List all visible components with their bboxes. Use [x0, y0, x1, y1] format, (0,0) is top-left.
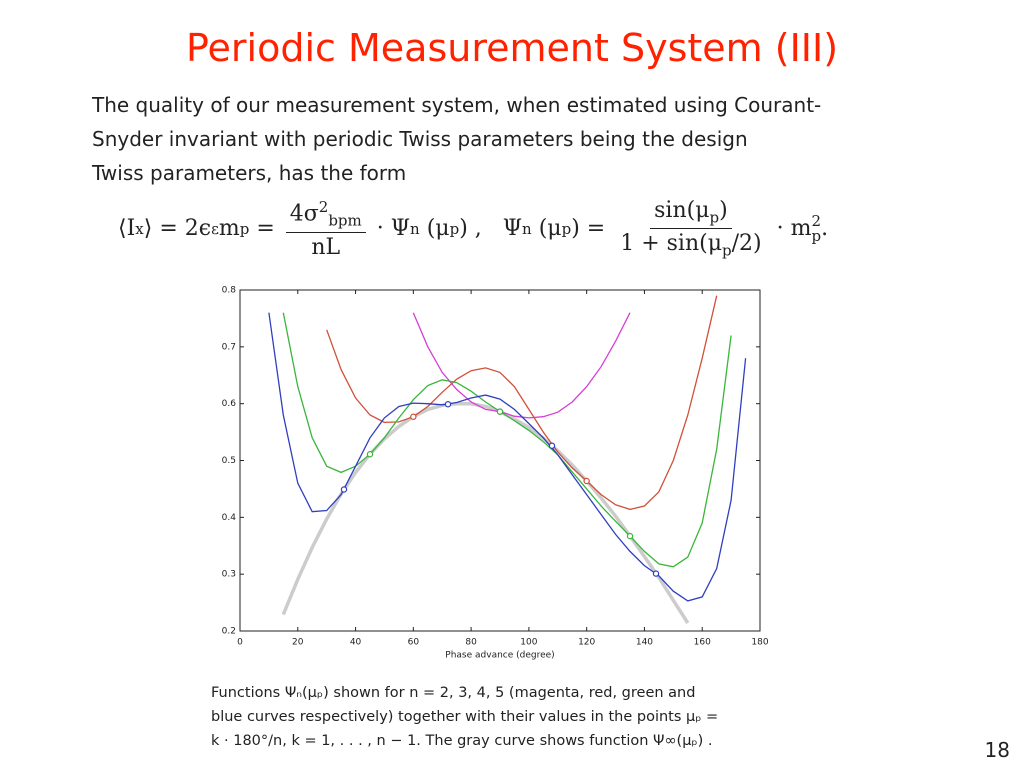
limit-curve [281, 401, 690, 624]
math: p [561, 219, 572, 238]
numerator: 4σ2bpm [285, 198, 366, 233]
series-line [282, 312, 732, 568]
point-marker [496, 408, 504, 415]
fraction: sin(μp) 1 + sin(μp/2) [616, 198, 765, 260]
point-marker [583, 477, 590, 485]
x-tick-label: 40 [350, 638, 362, 648]
denominator: 1 + sin(μp/2) [616, 229, 765, 259]
math: (μ [531, 216, 562, 242]
math: x [135, 219, 144, 238]
slide-title: Periodic Measurement System (III) [185, 26, 839, 70]
y-tick-label: 0.5 [222, 456, 236, 466]
paragraph: The quality of our measurement system, w… [92, 88, 821, 190]
denominator: nL [311, 234, 341, 260]
math: n [522, 219, 532, 238]
y-tick-label: 0.3 [222, 570, 236, 580]
text-line: Functions Ψₙ(μₚ) shown for n = 2, 3, 4, … [211, 685, 696, 701]
math: · Ψ [369, 216, 411, 242]
y-tick-label: 0.4 [222, 513, 237, 523]
x-tick-label: 120 [578, 638, 595, 648]
page-number: 18 [984, 738, 1010, 762]
y-tick-label: 0.7 [222, 342, 236, 352]
math: ⟩ = 2ϵ [143, 216, 212, 242]
text-line: k · 180°/n, k = 1, . . . , n − 1. The gr… [211, 733, 713, 749]
series-line [268, 312, 747, 602]
math: · m [769, 216, 812, 242]
math: 2 [811, 211, 822, 230]
point-marker [548, 442, 556, 449]
plot-frame [239, 289, 761, 632]
x-tick-label: 160 [694, 638, 711, 648]
x-tick-label: 0 [237, 638, 243, 648]
x-axis-label: Phase advance (degree) [445, 651, 554, 661]
math: bpm [328, 211, 362, 230]
math: m [218, 216, 240, 242]
y-tick-label: 0.8 [222, 286, 237, 296]
y-tick-label: 0.6 [222, 399, 237, 409]
math: p [722, 241, 732, 260]
point-marker [626, 532, 634, 540]
math: sin(μ [654, 198, 710, 223]
math: ) [719, 198, 728, 223]
math: 2 [318, 198, 329, 217]
math: ) , Ψ [459, 216, 523, 242]
plot-area [268, 295, 747, 624]
numerator: sin(μp) [650, 198, 732, 230]
math: ε [211, 219, 219, 238]
point-marker [340, 486, 348, 493]
math: . [821, 216, 829, 242]
x-tick-label: 140 [636, 638, 653, 648]
math: p [239, 219, 250, 238]
math: = [249, 216, 282, 242]
math: p [709, 208, 720, 227]
x-tick-label: 80 [465, 638, 477, 648]
math: /2) [731, 231, 762, 257]
math: p [449, 219, 460, 238]
x-tick-label: 100 [520, 638, 537, 648]
text-line: The quality of our measurement system, w… [92, 93, 822, 117]
math: p [811, 226, 822, 245]
series-line [326, 295, 718, 511]
point-marker [366, 451, 374, 458]
math: ) = [571, 216, 613, 242]
y-tick-label: 0.2 [222, 627, 236, 637]
math: n [410, 219, 420, 238]
math: 4σ [289, 201, 319, 227]
text-line: Snyder invariant with periodic Twiss par… [92, 127, 748, 151]
caption: Functions Ψₙ(μₚ) shown for n = 2, 3, 4, … [211, 681, 718, 753]
math: (μ [419, 216, 450, 242]
x-tick-label: 20 [292, 638, 304, 648]
point-marker [652, 570, 660, 577]
point-marker [444, 401, 452, 408]
x-tick-label: 60 [408, 638, 420, 648]
text-line: Twiss parameters, has the form [92, 161, 407, 185]
math: 1 + sin(μ [620, 231, 723, 257]
x-tick-label: 180 [751, 638, 768, 648]
point-marker [410, 413, 417, 420]
text-line: blue curves respectively) together with … [211, 709, 719, 725]
fraction: 4σ2bpm nL [285, 198, 366, 260]
math: ⟨I [118, 216, 136, 242]
